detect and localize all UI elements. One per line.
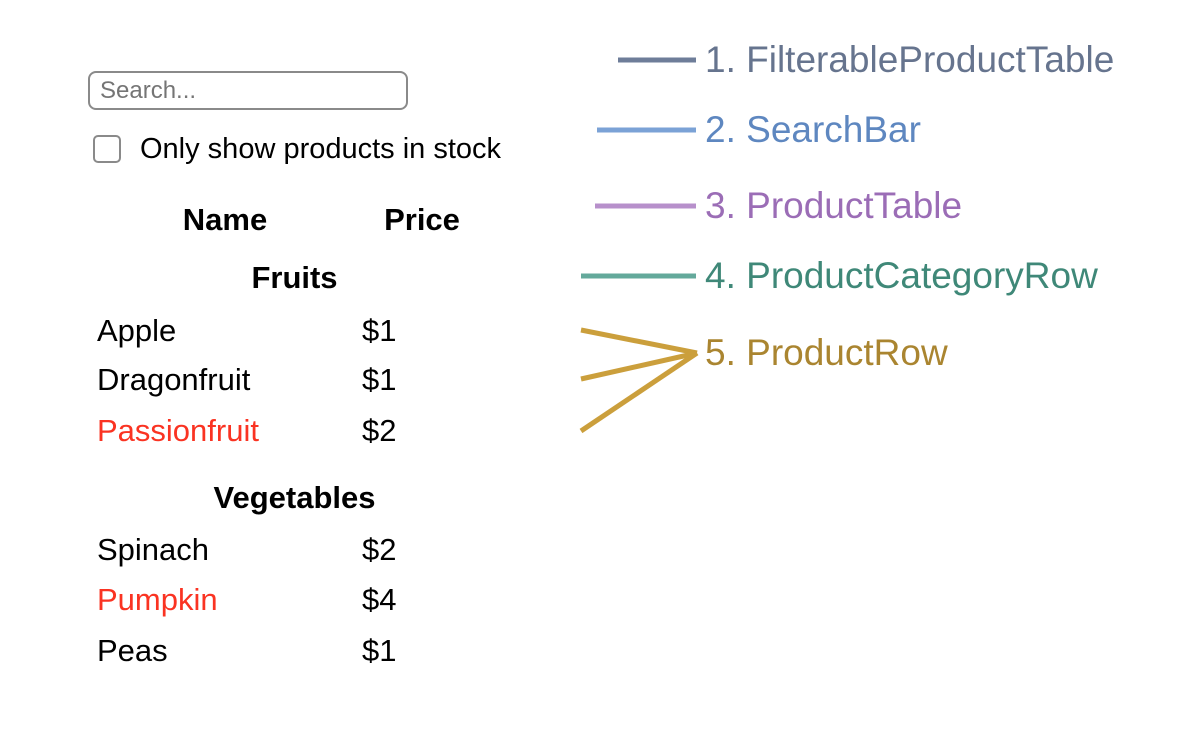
product-category-row-fruits: Fruits (58, 253, 583, 302)
product-name: Apple (97, 313, 177, 348)
product-category-row-vegetables: Vegetables (58, 473, 583, 522)
legend-label-filterable-product-table: 1. FilterableProductTable (705, 39, 1115, 80)
product-price: $2 (362, 413, 397, 448)
product-row-pumpkin: Pumpkin $4 (58, 578, 583, 622)
product-row-peas: Peas $1 (58, 629, 583, 673)
product-price: $1 (362, 362, 397, 397)
category-title: Fruits (251, 259, 338, 295)
product-name: Dragonfruit (97, 362, 251, 397)
product-row-passionfruit: Passionfruit $2 (58, 409, 583, 453)
product-price: $1 (362, 633, 397, 668)
product-name-out-of-stock: Pumpkin (97, 582, 218, 617)
in-stock-checkbox-label: Only show products in stock (140, 133, 502, 165)
product-price: $4 (362, 582, 397, 617)
in-stock-checkbox[interactable] (93, 135, 121, 163)
legend-label-product-category-row: 4. ProductCategoryRow (705, 255, 1098, 296)
column-header-price: Price (384, 202, 460, 237)
product-name-out-of-stock: Passionfruit (97, 413, 259, 448)
category-title: Vegetables (213, 479, 376, 515)
legend-label-search-bar: 2. SearchBar (705, 109, 921, 150)
legend-label-product-row: 5. ProductRow (705, 332, 948, 373)
product-name: Spinach (97, 532, 210, 567)
product-row-apple: Apple $1 (58, 309, 583, 353)
product-name: Peas (97, 633, 168, 668)
column-header-name: Name (182, 202, 268, 237)
product-price: $1 (362, 313, 397, 348)
product-row-dragonfruit: Dragonfruit $1 (58, 358, 583, 402)
product-price: $2 (362, 532, 397, 567)
product-row-spinach: Spinach $2 (58, 528, 583, 572)
search-input[interactable] (88, 71, 408, 110)
legend-label-product-table: 3. ProductTable (705, 185, 963, 226)
